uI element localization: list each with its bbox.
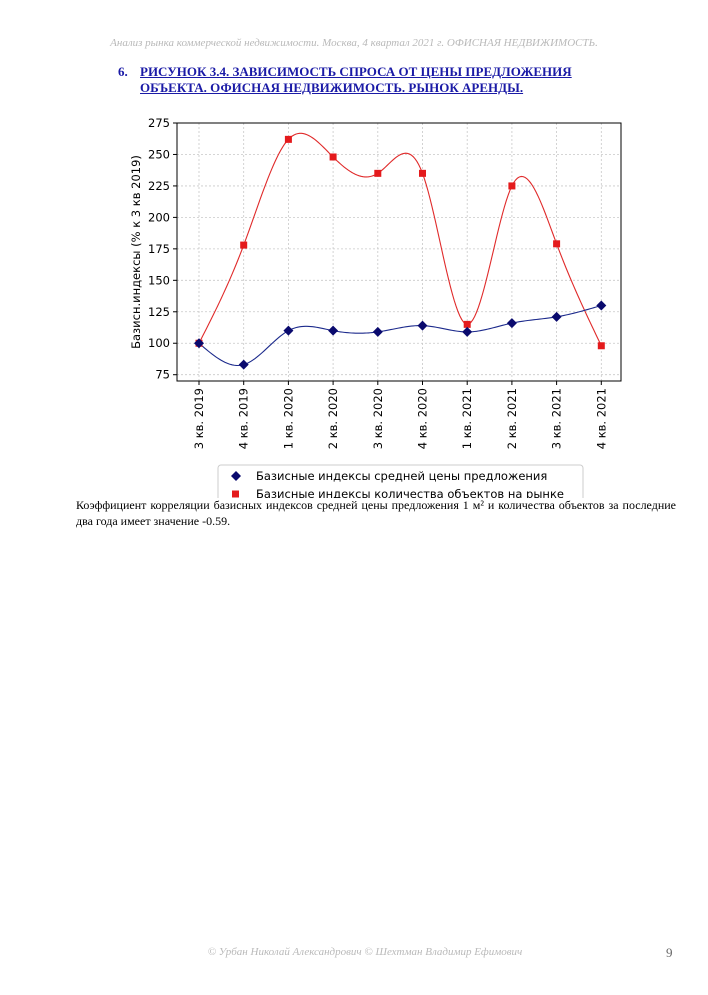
y-tick-label: 275	[148, 116, 170, 130]
data-point-square	[284, 135, 292, 143]
figure-title-text: РИСУНОК 3.4. ЗАВИСИМОСТЬ СПРОСА ОТ ЦЕНЫ …	[140, 64, 572, 95]
figure-title: 6. РИСУНОК 3.4. ЗАВИСИМОСТЬ СПРОСА ОТ ЦЕ…	[118, 64, 638, 96]
y-tick-label: 250	[148, 147, 170, 161]
y-tick-label: 75	[155, 368, 170, 382]
data-point-square	[463, 320, 471, 328]
data-point-square	[597, 342, 605, 350]
plot-frame	[176, 122, 622, 382]
page-footer: © Урбан Николай Александрович © Шехтман …	[207, 946, 523, 958]
x-tick-label: 4 кв. 2020	[416, 388, 430, 449]
x-tick-label: 4 кв. 2019	[237, 388, 251, 449]
data-point-square	[329, 153, 337, 161]
data-point-diamond	[238, 359, 249, 370]
x-tick-label: 3 кв. 2020	[371, 388, 385, 449]
y-tick-label: 125	[148, 305, 170, 319]
x-tick-label: 3 кв. 2019	[192, 388, 206, 449]
y-tick-labels: 75 100 125 150 175 200 225 250 275	[148, 116, 170, 382]
data-point-diamond	[372, 326, 383, 337]
data-point-diamond	[328, 325, 339, 336]
data-point-diamond	[596, 300, 607, 311]
chart-markers	[194, 135, 607, 370]
legend-label: Базисные индексы количества объектов на …	[256, 487, 564, 500]
series-line	[198, 132, 602, 346]
data-point-square	[553, 240, 561, 248]
y-axis-label: Базисн.индексы (% к 3 кв 2019)	[129, 155, 143, 349]
data-point-square	[374, 169, 382, 177]
y-tick-label: 100	[148, 336, 170, 350]
data-point-square	[240, 241, 248, 249]
x-tick-label: 2 кв. 2020	[326, 388, 340, 449]
chart: 75 100 125 150 175 200 225 250 275 3 кв. 2019 4 к…	[129, 116, 622, 500]
y-tick-label: 200	[148, 210, 170, 224]
figure-number: 6.	[118, 64, 128, 79]
x-tick-labels: 3 кв. 2019 4 кв. 2019 1 кв. 2020 2 кв. 2020…	[192, 388, 608, 449]
data-point-diamond	[194, 338, 204, 349]
data-point-diamond	[551, 311, 562, 322]
series-line	[198, 304, 602, 367]
data-point-diamond	[417, 320, 428, 331]
y-tick-label: 150	[148, 273, 170, 287]
data-point-diamond	[506, 318, 517, 329]
legend-marker-square	[232, 490, 239, 498]
x-tick-label: 3 кв. 2021	[550, 388, 564, 449]
data-point-square	[508, 182, 516, 190]
chart-legend: Базисные индексы средней цены предложени…	[217, 464, 584, 500]
data-point-diamond	[283, 325, 294, 336]
page-header: Анализ рынка коммерческой недвижимости. …	[110, 37, 598, 49]
y-tick-label: 175	[148, 242, 170, 256]
page-number: 9	[666, 945, 673, 960]
legend-label: Базисные индексы средней цены предложени…	[256, 469, 547, 483]
data-point-square	[419, 169, 426, 177]
x-tick-label: 1 кв. 2020	[281, 388, 295, 449]
y-tick-label: 225	[148, 179, 170, 193]
data-point-diamond	[462, 326, 473, 337]
x-tick-label: 1 кв. 2021	[460, 388, 474, 449]
correlation-paragraph: Коэффициент корреляции базисных индексов…	[76, 498, 676, 528]
x-tick-label: 2 кв. 2021	[505, 388, 519, 449]
chart-curves	[198, 132, 602, 367]
legend-marker-diamond	[231, 471, 241, 481]
x-tick-label: 4 кв. 2021	[594, 388, 608, 449]
